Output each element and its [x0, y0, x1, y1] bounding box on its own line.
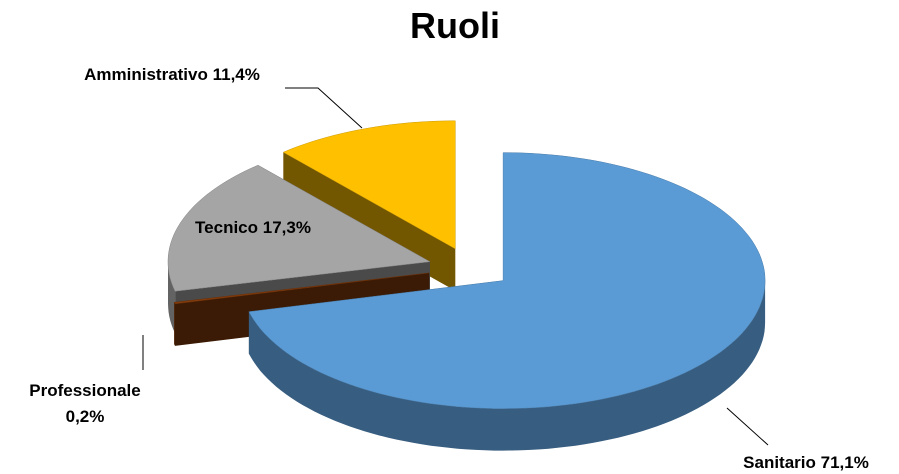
data-label: Professionale 0,2%	[29, 381, 141, 426]
leader-line	[285, 87, 363, 129]
data-label: Sanitario 71,1%	[743, 453, 869, 472]
category-label: Tecnico	[195, 218, 258, 237]
pie	[167, 120, 766, 451]
slice-wall	[248, 280, 766, 451]
value-label: 17,3%	[263, 218, 311, 237]
category-label: Amministrativo	[84, 65, 208, 84]
category-label: Professionale	[29, 381, 141, 400]
category-label: Sanitario	[743, 453, 816, 472]
slice-wall	[168, 261, 176, 334]
leader-line	[726, 407, 769, 446]
pie-slice	[167, 164, 431, 292]
value-label: 71,1%	[821, 453, 869, 472]
value-label: 11,4%	[213, 65, 260, 84]
slice-wall	[174, 302, 175, 346]
value-label: 0,2%	[66, 407, 105, 426]
pie-slice	[282, 120, 456, 250]
pie-slice	[248, 152, 766, 409]
data-label: Amministrativo 11,4%	[84, 65, 260, 84]
chart-title: Ruoli	[410, 5, 500, 46]
leader-lines	[142, 87, 769, 446]
data-label: Tecnico 17,3%	[195, 218, 311, 237]
pie-slice	[173, 272, 430, 305]
